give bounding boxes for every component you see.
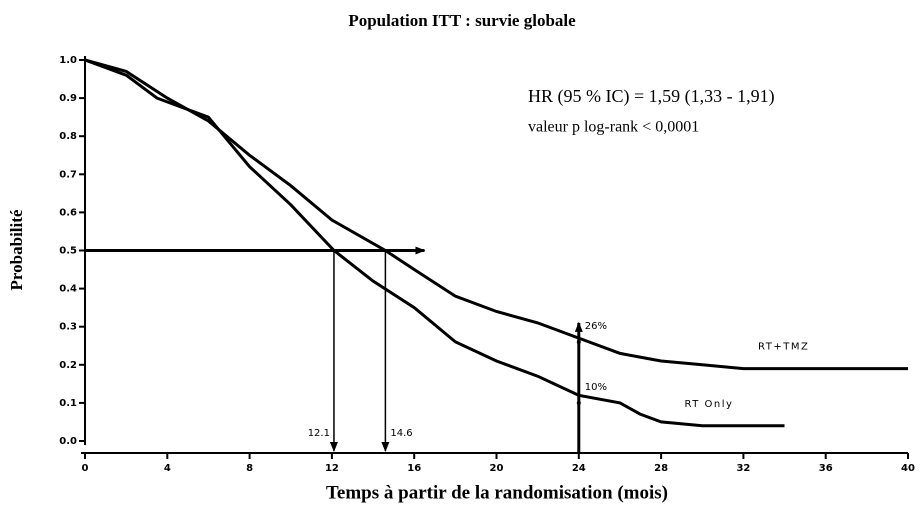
x-tick-label: 24 (572, 463, 586, 474)
x-tick-label: 32 (736, 463, 750, 474)
survival-curve (84, 58, 785, 428)
y-tick-label: 0.2 (59, 360, 77, 371)
y-axis-label: Probabilité (7, 209, 26, 290)
survival-curve (84, 58, 908, 371)
y-tick-label: 0.6 (59, 207, 77, 218)
landmark-point (576, 400, 581, 405)
x-axis-label: Temps à partir de la randomisation (mois… (326, 482, 668, 503)
x-tick-label: 12 (325, 463, 339, 474)
y-tick-label: 1.0 (59, 55, 77, 66)
y-tick-label: 0.0 (59, 436, 77, 447)
y-tick-label: 0.9 (59, 93, 77, 104)
x-tick-label: 20 (490, 463, 504, 474)
median-label: 12.1 (308, 428, 330, 439)
y-tick-label: 0.7 (59, 169, 77, 180)
x-tick-label: 28 (654, 463, 668, 474)
median-label: 14.6 (390, 428, 412, 439)
y-tick-label: 0.4 (59, 284, 77, 295)
x-tick-label: 16 (407, 463, 421, 474)
x-tick-label: 40 (901, 463, 915, 474)
landmark-label: 26% (585, 321, 607, 332)
landmark-label: 10% (585, 382, 607, 393)
landmark-point (576, 339, 581, 344)
y-tick-label: 0.1 (59, 398, 77, 409)
annotation: valeur p log-rank < 0,0001 (528, 119, 699, 136)
x-tick-label: 36 (819, 463, 833, 474)
x-tick-label: 4 (164, 463, 171, 474)
series-label: RT Only (685, 399, 734, 410)
y-tick-label: 0.3 (59, 322, 77, 333)
chart-title: Population ITT : survie globale (348, 11, 576, 30)
annotation: HR (95 % IC) = 1,59 (1,33 - 1,91) (528, 86, 775, 107)
y-tick-label: 0.8 (59, 131, 77, 142)
x-tick-label: 0 (82, 463, 89, 474)
y-tick-label: 0.5 (59, 246, 77, 257)
series-label: RT+TMZ (758, 342, 809, 353)
x-tick-label: 8 (246, 463, 253, 474)
